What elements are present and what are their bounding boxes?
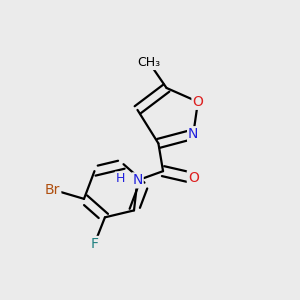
Text: O: O	[193, 95, 203, 109]
Text: H: H	[115, 172, 125, 185]
Text: Br: Br	[45, 183, 60, 196]
Text: N: N	[188, 127, 199, 141]
Text: F: F	[91, 237, 98, 251]
Text: CH₃: CH₃	[137, 56, 161, 69]
Text: N: N	[132, 173, 143, 188]
Text: O: O	[188, 171, 199, 185]
